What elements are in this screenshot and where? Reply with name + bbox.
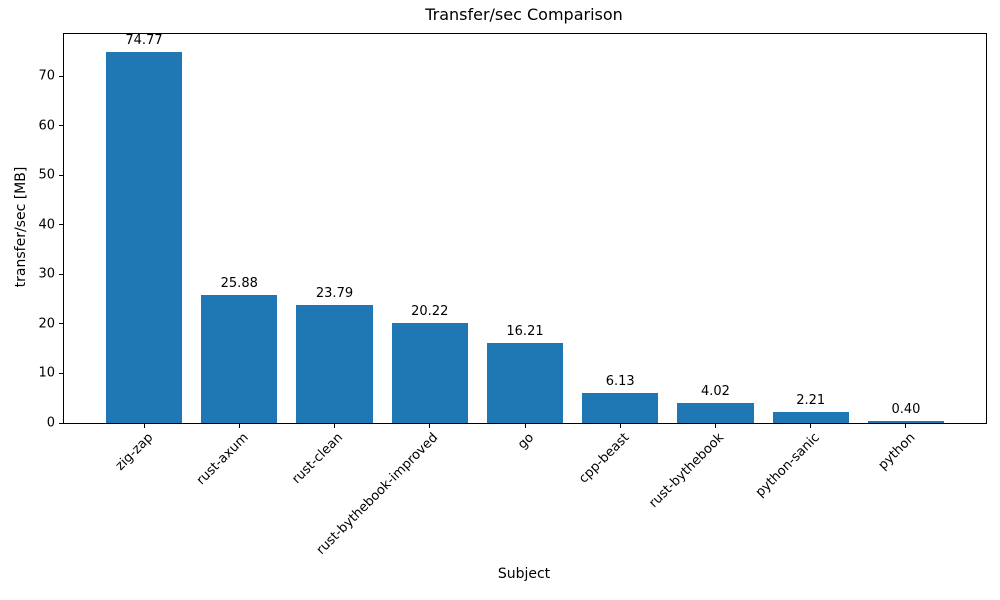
x-tick-mark [143,423,145,428]
x-tick-mark [619,423,621,428]
x-tick-label: python [875,430,918,474]
y-tick-label: 50 [38,167,55,183]
bar-value-label: 4.02 [701,384,730,400]
x-tick-label: zig-zap [112,430,156,474]
bar-value-label: 25.88 [220,275,258,291]
chart-title: Transfer/sec Comparison [425,5,623,24]
x-axis-label: Subject [497,566,551,582]
y-tick-mark [59,75,64,77]
bar-value-label: 23.79 [315,286,354,302]
x-tick-label: rust-axum [193,430,252,489]
bar-rust-bythebook-improved [391,322,468,423]
bar-python-sanic [772,412,849,423]
x-tick-mark [905,423,907,428]
y-tick-label: 60 [38,118,55,134]
x-tick-label: go [514,430,537,453]
bar-rust-clean [296,305,373,423]
y-tick-label: 40 [38,217,55,233]
bar-rust-axum [201,294,278,423]
y-tick-label: 70 [38,68,55,84]
x-tick-label: cpp-beast [575,430,633,487]
bar-value-label: 0.40 [891,402,921,418]
bar-value-label: 2.21 [796,393,826,409]
bar-cpp-beast [582,392,659,423]
bar-value-label: 6.13 [605,373,635,389]
bar-rust-bythebook [677,403,754,423]
bar-zig-zap [105,52,183,423]
x-tick-mark [238,423,240,428]
y-tick-label: 10 [38,365,55,381]
y-tick-mark [59,422,64,424]
x-tick-mark [810,423,812,428]
y-tick-mark [59,174,64,176]
x-tick-label: python-sanic [752,430,823,501]
y-tick-mark [59,125,64,127]
y-axis-label: transfer/sec [MB] [13,166,29,288]
y-tick-mark [59,273,64,275]
bar-value-label: 16.21 [506,323,544,339]
x-tick-mark [524,423,526,428]
x-tick-label: rust-clean [289,430,347,487]
x-tick-mark [714,423,716,428]
bar-go [486,342,564,423]
bar-python [867,421,945,423]
bar-value-label: 20.22 [411,303,449,319]
y-tick-label: 0 [46,415,55,431]
y-tick-mark [59,323,64,325]
y-tick-mark [59,372,64,374]
x-tick-label: rust-bythebook [646,430,728,511]
x-tick-mark [334,423,335,428]
y-tick-label: 20 [38,316,55,332]
y-tick-label: 30 [38,266,55,282]
x-tick-mark [429,423,431,428]
plot-area: 0 10 20 30 40 50 60 70 74.77 zig-zap 25.88 rust-axu… [38,33,987,558]
y-tick-mark [59,224,64,226]
bar-value-label: 74.77 [125,33,163,49]
